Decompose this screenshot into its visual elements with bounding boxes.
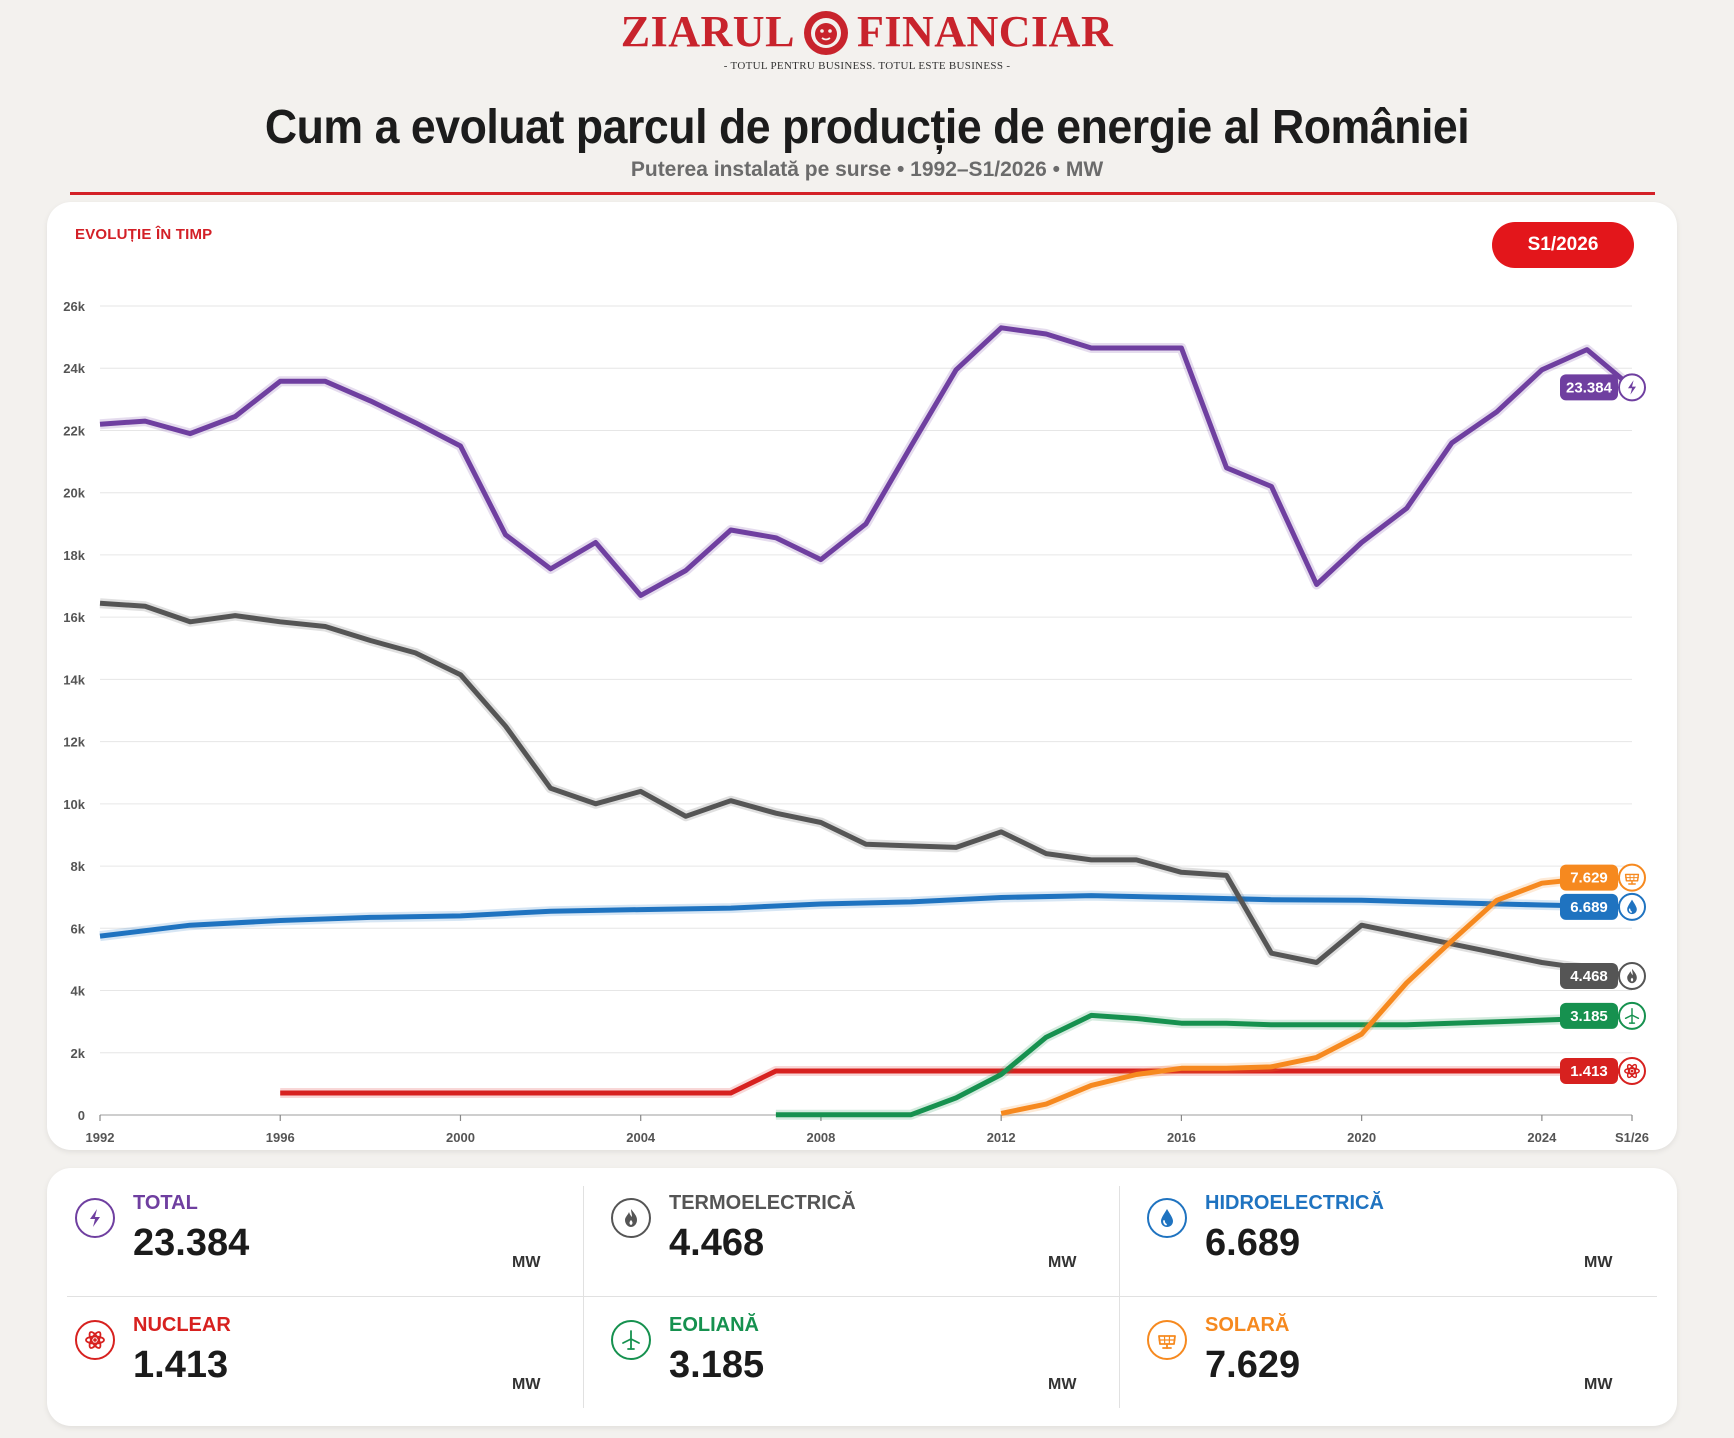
x-tick-label: 2016 (1167, 1130, 1196, 1145)
stat-unit: MW (1584, 1254, 1613, 1271)
y-tick-label: 24k (63, 361, 85, 376)
page-title: Cum a evoluat parcul de producție de ene… (264, 101, 1470, 154)
chart-card: EVOLUȚIE ÎN TIMP S1/2026 0 2k 4k 6k 8k 10k 12k… (47, 202, 1677, 1150)
x-tick-label: 2020 (1347, 1130, 1376, 1145)
stat-termoelectrică: TERMOELECTRICĂ 4.468 MW (583, 1168, 1118, 1290)
stat-unit: MW (1048, 1376, 1077, 1393)
stat-unit: MW (512, 1376, 541, 1393)
series-line-halo (280, 1066, 1632, 1098)
series-line-nuclear (280, 1068, 1632, 1096)
stats-column-divider (583, 1186, 584, 1408)
line-chart: 0 2k 4k 6k 8k 10k 12k 14k 16k 18k 20k 22k 24k 26k 1992… (63, 299, 1649, 1145)
stat-label: NUCLEAR (133, 1314, 231, 1336)
turbine-icon (1624, 1007, 1640, 1024)
end-label-text: 3.185 (1570, 1008, 1608, 1025)
end-label-text: 1.413 (1570, 1063, 1608, 1080)
end-label-solară: 7.629 (1560, 863, 1646, 892)
series-line-hidroelectrică (99, 893, 1633, 939)
flame-icon (1627, 968, 1637, 984)
bolt-icon (75, 1198, 115, 1238)
section-label: EVOLUȚIE ÎN TIMP (75, 226, 213, 243)
end-label-text: 6.689 (1570, 899, 1608, 916)
stat-label: SOLARĂ (1205, 1314, 1290, 1336)
y-tick-label: 0 (78, 1108, 85, 1123)
stat-value: 1.413 (133, 1344, 229, 1386)
page-subtitle: Puterea instalată pe surse • 1992–S1/202… (630, 158, 1104, 181)
stats-column-divider (1119, 1186, 1120, 1408)
stat-label: HIDROELECTRICĂ (1205, 1192, 1384, 1214)
atom-icon (75, 1320, 115, 1360)
stat-value: 4.468 (669, 1222, 765, 1264)
y-tick-label: 12k (63, 735, 85, 750)
series-line-halo (1000, 872, 1633, 1119)
stats-row-divider (67, 1296, 1657, 1297)
stat-solară: SOLARĂ 7.629 MW (1119, 1290, 1654, 1412)
y-tick-label: 10k (63, 797, 85, 812)
y-tick-label: 4k (71, 984, 86, 999)
title-divider (70, 192, 1655, 195)
brand-tagline: - TOTUL PENTRU BUSINESS. TOTUL ESTE BUSI… (723, 60, 1011, 72)
y-tick-label: 16k (63, 610, 85, 625)
x-tick-label: 1992 (86, 1130, 115, 1145)
x-tick-label: 1996 (266, 1130, 295, 1145)
stat-label: TOTAL (133, 1192, 198, 1214)
stat-value: 23.384 (133, 1222, 250, 1264)
end-label-text: 4.468 (1570, 968, 1608, 985)
drop-icon (1147, 1198, 1187, 1238)
x-tick-label: 2004 (626, 1130, 656, 1145)
x-tick-label: S1/26 (1615, 1130, 1649, 1145)
brand-logo: ZIARUL FINANCIAR - TOTUL PENTRU BUSINESS… (0, 6, 1734, 72)
turbine-icon (611, 1320, 651, 1360)
end-label-text: 7.629 (1570, 870, 1608, 887)
atom-icon (1624, 1063, 1640, 1079)
x-tick-label: 2024 (1527, 1130, 1557, 1145)
series-line-eoliană (775, 1012, 1633, 1118)
x-tick-label: 2000 (446, 1130, 475, 1145)
stat-value: 6.689 (1205, 1222, 1301, 1264)
y-tick-label: 18k (63, 548, 85, 563)
drop-icon (1627, 899, 1637, 915)
end-label-total: 23.384 (1560, 373, 1646, 402)
solar-panel-icon (1147, 1320, 1187, 1360)
y-tick-label: 2k (71, 1046, 86, 1061)
stat-value: 7.629 (1205, 1344, 1301, 1386)
end-label-text: 23.384 (1566, 379, 1613, 396)
y-tick-label: 6k (71, 921, 86, 936)
stat-total: TOTAL 23.384 MW (47, 1168, 582, 1290)
end-label-termoelectrică: 4.468 (1560, 961, 1646, 990)
flame-icon (611, 1198, 651, 1238)
bolt-icon (1628, 380, 1636, 395)
y-tick-label: 8k (71, 859, 86, 874)
solar-panel-icon (1624, 873, 1640, 885)
y-tick-label: 26k (63, 299, 85, 314)
end-label-hidroelectrică: 6.689 (1560, 892, 1646, 921)
brand-name-right: FINANCIAR (856, 7, 1114, 56)
x-tick-label: 2012 (987, 1130, 1016, 1145)
stat-nuclear: NUCLEAR 1.413 MW (47, 1290, 582, 1412)
series-line-total (99, 325, 1634, 598)
lion-emblem-icon (803, 11, 848, 55)
y-tick-label: 22k (63, 423, 85, 438)
stat-unit: MW (1048, 1254, 1077, 1271)
stat-unit: MW (1584, 1376, 1613, 1393)
series-line-termoelectrică (99, 600, 1633, 979)
period-button[interactable]: S1/2026 (1492, 222, 1634, 268)
stat-unit: MW (512, 1254, 541, 1271)
stat-hidroelectrică: HIDROELECTRICĂ 6.689 MW (1119, 1168, 1654, 1290)
x-tick-label: 2008 (806, 1130, 835, 1145)
end-label-nuclear: 1.413 (1560, 1057, 1646, 1086)
stat-label: TERMOELECTRICĂ (669, 1192, 856, 1214)
stats-card: TOTAL 23.384 MW TERMOELECTRICĂ 4.468 MW HIDROE… (47, 1168, 1677, 1426)
stat-label: EOLIANĂ (669, 1314, 759, 1336)
series-line-solară (1000, 875, 1633, 1116)
y-tick-label: 14k (63, 672, 85, 687)
y-tick-label: 20k (63, 486, 85, 501)
stat-eoliană: EOLIANĂ 3.185 MW (583, 1290, 1118, 1412)
stat-value: 3.185 (669, 1344, 765, 1386)
brand-name-left: ZIARUL (620, 7, 795, 56)
end-label-eoliană: 3.185 (1560, 1001, 1646, 1030)
